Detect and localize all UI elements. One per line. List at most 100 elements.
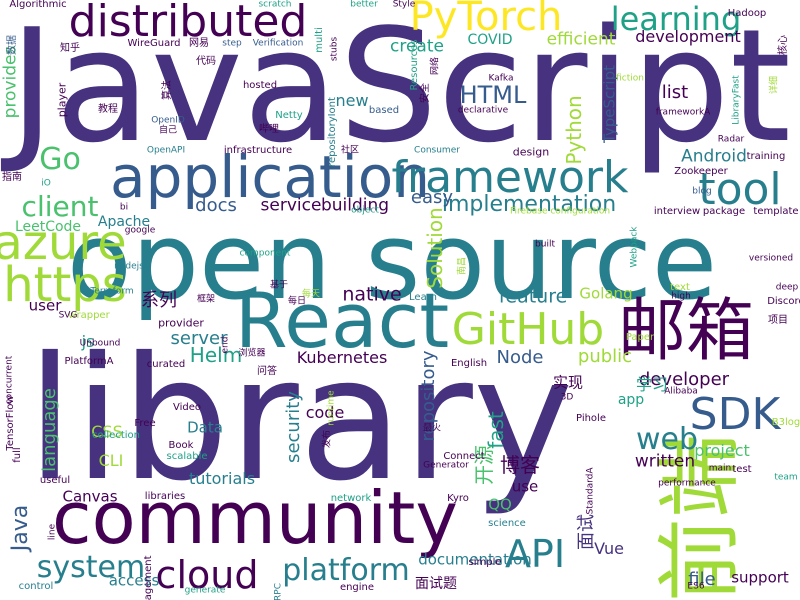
- cloud-word: developer: [638, 369, 730, 390]
- cloud-word: Solution: [423, 207, 447, 289]
- cloud-word: 指南: [2, 172, 22, 183]
- cloud-word: Alibaba: [664, 386, 698, 397]
- cloud-word: Learn: [409, 292, 437, 303]
- cloud-word: 学习: [635, 375, 669, 394]
- cloud-word: feature: [498, 285, 568, 308]
- cloud-word: Zookeeper: [674, 166, 728, 177]
- cloud-word: 3D: [560, 392, 574, 403]
- cloud-word: file: [688, 569, 716, 590]
- cloud-word: HTML: [459, 81, 527, 109]
- cloud-word: Netty: [275, 110, 303, 121]
- cloud-word: performance: [658, 478, 716, 489]
- cloud-word: LeetCode: [14, 219, 82, 235]
- cloud-word: Node: [496, 347, 544, 368]
- cloud-word: nodejs: [114, 261, 144, 272]
- cloud-word: 网络: [430, 56, 441, 76]
- cloud-word: frameworkA: [655, 107, 711, 118]
- cloud-word: Firebase configuration: [509, 206, 611, 217]
- cloud-word: bi: [119, 202, 129, 213]
- cloud-word: simple: [468, 557, 502, 568]
- cloud-word: deep: [775, 282, 799, 293]
- cloud-word: ES6: [687, 581, 705, 592]
- cloud-word: iO: [41, 178, 51, 189]
- cloud-word: Verification: [252, 38, 304, 49]
- cloud-word: engine: [339, 582, 375, 593]
- cloud-word: 安全: [420, 83, 431, 103]
- cloud-word: full: [12, 447, 23, 463]
- cloud-word: 自己: [158, 125, 178, 136]
- cloud-word: scalable: [166, 451, 208, 462]
- cloud-word: main: [708, 463, 732, 474]
- cloud-word: list: [661, 82, 689, 103]
- cloud-word: security: [283, 391, 304, 463]
- cloud-word: high: [671, 291, 691, 302]
- cloud-word: Java: [8, 504, 33, 552]
- cloud-word: development: [635, 27, 741, 46]
- cloud-word: provider: [158, 316, 204, 330]
- cloud-word: 知乎: [60, 43, 80, 54]
- cloud-word: 教程: [98, 104, 118, 115]
- cloud-word: implementation: [441, 192, 617, 217]
- cloud-word: Android: [681, 146, 747, 167]
- cloud-word: Kafka: [488, 73, 514, 84]
- cloud-word: web: [635, 422, 699, 457]
- cloud-word: multi: [314, 27, 325, 53]
- cloud-word: Video: [172, 402, 202, 413]
- cloud-word: line: [47, 523, 58, 541]
- cloud-word: 每日: [287, 296, 307, 307]
- cloud-word: React: [234, 276, 450, 365]
- cloud-word: 数据: [7, 35, 18, 55]
- cloud-word: Terraform: [90, 286, 134, 297]
- cloud-word: 详细: [769, 75, 780, 95]
- cloud-word: distributed: [68, 0, 308, 47]
- cloud-word: provides: [0, 45, 21, 119]
- cloud-word: text: [670, 282, 690, 293]
- cloud-word: Python: [562, 95, 586, 165]
- cloud-word: Algorithmic: [9, 0, 67, 10]
- cloud-word: JavaScript: [9, 0, 791, 177]
- cloud-word: client: [21, 190, 99, 223]
- cloud-word: libraries: [144, 491, 186, 502]
- cloud-word: 项目: [768, 315, 788, 326]
- cloud-word: new: [335, 91, 369, 110]
- cloud-word: create: [390, 36, 444, 57]
- cloud-word: OpenID: [151, 115, 185, 126]
- cloud-word: system: [36, 550, 146, 585]
- cloud-word: science: [488, 518, 526, 529]
- cloud-word: application: [110, 143, 430, 211]
- cloud-word: 每天: [301, 289, 321, 300]
- cloud-word: WireGuard: [127, 38, 181, 49]
- cloud-word: app: [617, 392, 645, 408]
- cloud-word: https: [3, 257, 127, 313]
- cloud-word: azure: [0, 215, 127, 271]
- cloud-word: better: [350, 0, 378, 10]
- cloud-word: English: [450, 358, 488, 369]
- cloud-word: object: [351, 205, 379, 216]
- cloud-word: runtime: [326, 390, 337, 426]
- cloud-word: use: [511, 477, 539, 496]
- cloud-word: community: [51, 476, 459, 560]
- cloud-word: test: [732, 464, 752, 475]
- cloud-word: management: [143, 555, 154, 600]
- cloud-word: Golang: [579, 284, 633, 303]
- cloud-word: Paper: [625, 332, 655, 343]
- cloud-word: 社区: [340, 145, 360, 156]
- cloud-word: Radar: [717, 134, 745, 145]
- cloud-word: written: [634, 451, 696, 472]
- cloud-word: platform: [282, 553, 410, 588]
- cloud-word: blog: [692, 186, 712, 197]
- cloud-word: COVID: [467, 32, 513, 48]
- cloud-word: tutorials: [188, 469, 256, 488]
- cloud-word: infrastructure: [223, 145, 293, 156]
- cloud-word: team: [774, 472, 798, 483]
- cloud-word: built: [535, 239, 555, 250]
- cloud-word: fiction: [616, 73, 644, 84]
- cloud-word: easy: [410, 187, 454, 208]
- cloud-word: service: [260, 195, 322, 216]
- cloud-word: framework: [391, 152, 629, 203]
- cloud-word: js: [81, 332, 95, 351]
- cloud-word: useful: [39, 475, 71, 486]
- cloud-word: open source: [66, 200, 718, 323]
- cloud-word: versioned: [748, 253, 794, 264]
